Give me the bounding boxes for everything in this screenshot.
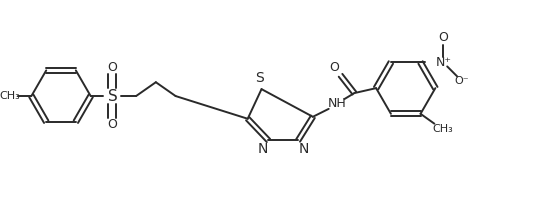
- Text: CH₃: CH₃: [0, 91, 20, 101]
- Text: N: N: [299, 142, 309, 156]
- Text: S: S: [108, 89, 118, 103]
- Text: S: S: [255, 71, 264, 85]
- Text: N⁺: N⁺: [435, 56, 452, 69]
- Text: O⁻: O⁻: [455, 76, 469, 86]
- Text: O: O: [108, 61, 118, 74]
- Text: O: O: [438, 31, 448, 44]
- Text: CH₃: CH₃: [432, 124, 453, 134]
- Text: O: O: [330, 61, 339, 74]
- Text: NH: NH: [328, 98, 347, 110]
- Text: O: O: [108, 118, 118, 131]
- Text: N: N: [257, 142, 268, 156]
